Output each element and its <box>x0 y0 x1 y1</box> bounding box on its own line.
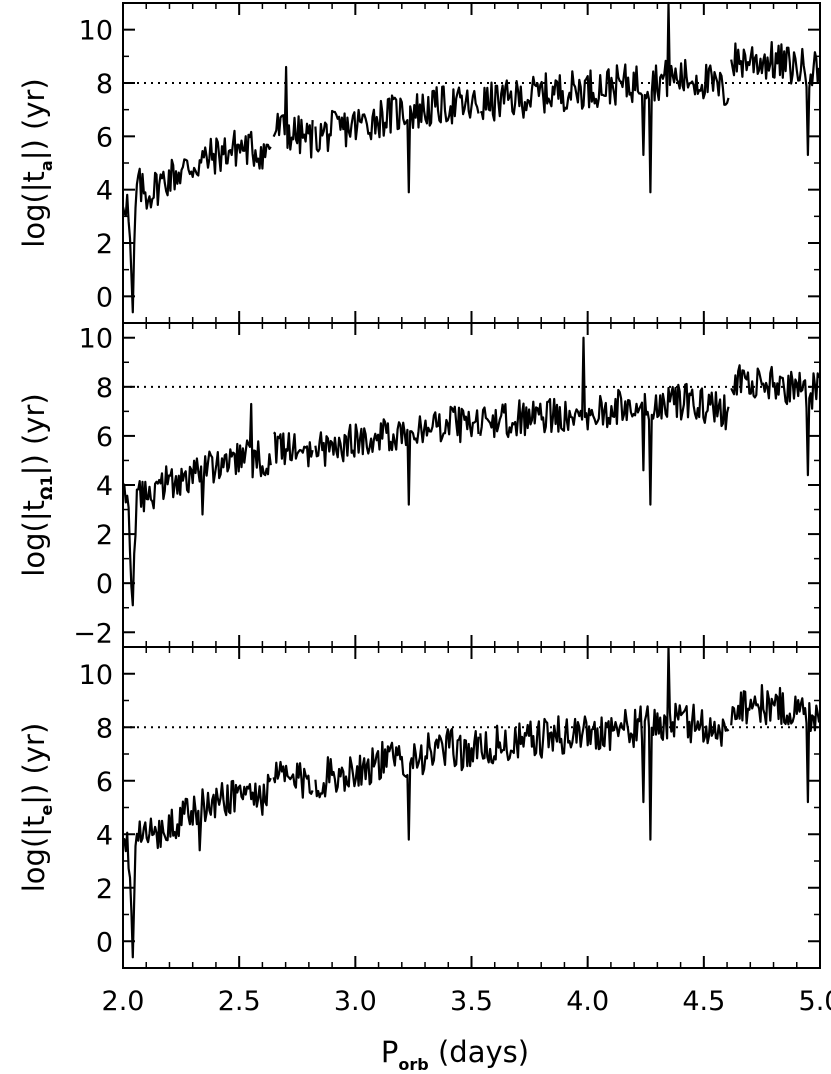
y-tick-label: 2 <box>96 874 113 905</box>
y-tick-label: 0 <box>96 569 113 600</box>
y-tick-label: 2 <box>96 229 113 260</box>
y-tick-label: 6 <box>96 767 113 798</box>
x-tick-label: 3.0 <box>334 986 377 1017</box>
y-tick-label: 4 <box>96 820 113 851</box>
series-line <box>730 364 821 477</box>
y-tick-label: 10 <box>79 16 113 47</box>
series-line <box>730 41 821 157</box>
y-axis-title-pre: log(|t <box>17 816 51 893</box>
y-axis-title-sub: Ω1 <box>37 475 56 500</box>
y-tick-label: 6 <box>96 122 113 153</box>
y-tick-label: 0 <box>96 282 113 313</box>
y-tick-label: 8 <box>96 69 113 100</box>
x-axis-title-sub: orb <box>398 1055 428 1074</box>
y-tick-label: 4 <box>96 176 113 207</box>
panel-1: 0 2 4 6 8 10 log(|ta|) (yr) <box>17 1 821 324</box>
series-line <box>122 773 272 959</box>
x-tick-label: 4.5 <box>682 986 725 1017</box>
series-line <box>272 65 314 159</box>
series-line <box>730 684 821 804</box>
y-axis-title: log(|ta|) (yr) <box>17 78 56 247</box>
panel-frame <box>122 322 821 648</box>
x-axis-title: Porb (days) <box>381 1035 529 1074</box>
x-tick-label: 4.0 <box>566 986 609 1017</box>
y-axis-title-post: |) (yr) <box>17 78 51 160</box>
series-line <box>272 760 314 799</box>
y-tick-label: 8 <box>96 373 113 404</box>
y-tick-label: 0 <box>96 927 113 958</box>
y-tick-label: −2 <box>73 618 113 649</box>
y-axis-title-sub: a <box>37 160 56 171</box>
panel-2: −2 0 2 4 6 8 10 log(|tΩ1|) (yr) <box>17 322 821 649</box>
x-tick-label: 2.5 <box>218 986 261 1017</box>
x-axis-title-main: P <box>381 1035 399 1069</box>
panel-3: 0 2 4 6 8 10 log(|te|) (yr) <box>17 645 821 969</box>
y-tick-label: 8 <box>96 713 113 744</box>
y-tick-label: 6 <box>96 422 113 453</box>
series-line <box>122 402 272 607</box>
x-axis-title-rest: (days) <box>429 1035 529 1069</box>
series-line <box>314 85 480 194</box>
y-tick-label: 10 <box>79 660 113 691</box>
y-axis-title-post: |) (yr) <box>17 723 51 805</box>
x-tick-label: 2.0 <box>102 986 145 1017</box>
y-axis-title-pre: log(|t <box>17 500 51 577</box>
y-axis-title: log(|tΩ1|) (yr) <box>17 393 56 576</box>
series-line <box>480 1 730 194</box>
y-axis-title-post: |) (yr) <box>17 393 51 475</box>
y-tick-label: 2 <box>96 520 113 551</box>
x-tick-label: 3.5 <box>450 986 493 1017</box>
series-line <box>479 336 730 506</box>
series-line <box>273 431 314 468</box>
series-line <box>479 645 730 841</box>
y-axis-title-pre: log(|t <box>17 171 51 248</box>
series-line <box>314 405 480 506</box>
series-line <box>121 129 272 314</box>
y-axis-title: log(|te|) (yr) <box>17 723 56 893</box>
y-axis-title-sub: e <box>37 805 56 816</box>
x-tick-label: 5.0 <box>799 986 831 1017</box>
y-tick-label: 4 <box>96 471 113 502</box>
y-tick-label: 10 <box>79 324 113 355</box>
series-line <box>314 727 480 841</box>
